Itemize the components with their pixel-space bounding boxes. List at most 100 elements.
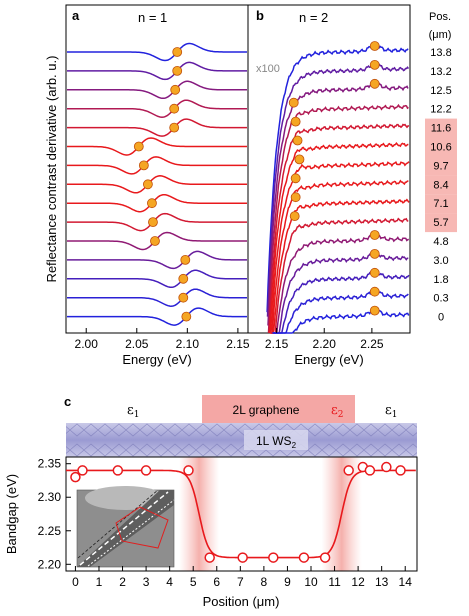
panel-b-peak-marker <box>290 116 301 127</box>
panel-b-peak-marker <box>290 192 301 203</box>
panel-a-markers <box>133 47 192 322</box>
panel-b-frame <box>247 4 411 334</box>
panel-b-curve <box>271 231 410 334</box>
panel-c: c 2L graphene ε2 ε1 ε1 1L WS2 <box>4 394 418 609</box>
pos-label: 0.3 <box>433 293 448 305</box>
panel-a-peak-marker <box>178 273 189 284</box>
panel-c-xtick-label: 10 <box>304 575 318 589</box>
panel-b-peak-marker <box>289 211 300 222</box>
pos-highlight-cell <box>425 156 457 176</box>
panel-b-peak-marker <box>369 267 380 278</box>
panel-c-ylabel: Bandgap (eV) <box>4 474 19 554</box>
panel-c-xtick-label: 12 <box>351 575 365 589</box>
panel-b-curve <box>270 179 409 334</box>
panel-b-label: b <box>256 8 264 23</box>
eps2-symbol: ε2 <box>331 403 343 420</box>
pos-label: 5.7 <box>433 217 448 229</box>
panel-b-curve <box>271 217 409 334</box>
panel-a-peak-marker <box>172 66 183 76</box>
panel-a-curve <box>67 80 247 100</box>
panel-c-y-axis: 2.20 2.25 2.30 2.35 <box>38 457 71 571</box>
ws2-lattice <box>66 423 417 457</box>
panel-a-peak-marker <box>169 122 180 133</box>
panel-a-peak-marker <box>150 236 160 246</box>
panel-a-label: a <box>72 8 80 23</box>
panel-c-ytick-label: 2.25 <box>38 524 62 538</box>
panel-c-xtick-label: 3 <box>143 575 150 589</box>
panel-a-curve <box>67 42 247 62</box>
panel-a-tick-label: 2.00 <box>75 337 99 351</box>
panel-c-xtick-label: 6 <box>213 575 220 589</box>
panel-a-peak-marker <box>180 254 191 265</box>
panel-b-tick-label: 2.15 <box>265 337 289 351</box>
graphene-layer <box>202 395 355 423</box>
pos-highlight-cell <box>425 137 457 157</box>
bandgap-point <box>112 465 124 476</box>
panel-a-peak-marker <box>138 160 149 171</box>
panel-b-peak-marker <box>294 154 305 165</box>
panel-a-peak-marker <box>170 84 181 95</box>
panel-b-title: n = 2 <box>299 10 328 25</box>
bandgap-point <box>319 552 331 563</box>
pos-highlight-cell <box>425 194 457 214</box>
panel-b-tick-label: 2.20 <box>313 337 337 351</box>
panel-b-peak-marker <box>292 135 303 146</box>
panel-b-curve <box>268 141 409 334</box>
panel-a-title: n = 1 <box>138 10 167 25</box>
panel-b-peak-marker <box>369 41 380 51</box>
bandgap-point <box>237 552 248 563</box>
panel-c-xtick-label: 14 <box>399 575 413 589</box>
pos-label: 13.2 <box>430 66 451 78</box>
bandgap-point <box>183 465 194 476</box>
panel-c-xtick-label: 8 <box>261 575 268 589</box>
panel-c-xtick-label: 13 <box>375 575 389 589</box>
panel-b-peak-marker <box>290 173 301 184</box>
panel-c-xtick-label: 9 <box>284 575 291 589</box>
panel-b-peak-marker <box>369 286 380 297</box>
pos-label: 10.6 <box>430 142 451 154</box>
panel-a-peak-marker <box>142 179 153 190</box>
panel-b-curve <box>268 123 410 334</box>
panel-a-tick-label: 2.15 <box>226 337 250 351</box>
panel-b-curve <box>272 269 410 334</box>
panel-c-xtick-label: 5 <box>190 575 197 589</box>
pos-highlight <box>425 118 457 233</box>
pos-highlight-cell <box>425 118 457 138</box>
pos-highlight-cell <box>425 213 457 233</box>
pos-label: 12.2 <box>430 104 451 116</box>
panel-b-curve <box>269 161 410 334</box>
bandgap-point <box>364 465 376 476</box>
panel-b-curves <box>266 42 410 334</box>
pos-unit: (μm) <box>429 29 452 41</box>
panel-b-curve <box>267 80 409 326</box>
bandgap-point <box>77 465 88 476</box>
panel-a-curve <box>67 99 247 118</box>
panel-b-scale-annotation: x100 <box>256 63 280 75</box>
panel-a-xlabel: Energy (eV) <box>122 352 191 367</box>
panel-a-curve <box>67 307 247 326</box>
panel-a-curve <box>67 118 247 137</box>
panel-c-xtick-label: 1 <box>96 575 103 589</box>
panel-c-xtick-label: 2 <box>119 575 126 589</box>
panel-a-curves <box>67 42 247 326</box>
panel-b-curve <box>266 42 409 313</box>
eps1-right-symbol: ε1 <box>385 403 397 420</box>
pos-label: 7.1 <box>433 198 448 210</box>
graphene-label: 2L graphene <box>233 403 300 417</box>
bandgap-point <box>298 552 310 563</box>
panel-a-curve <box>67 61 247 81</box>
panel-a: a n = 1 2.00 2.05 2.10 2.15 Energy (eV) Ref… <box>44 4 250 367</box>
panel-b-peak-marker <box>369 248 380 259</box>
inset-micrograph <box>76 486 175 568</box>
pos-label: 8.4 <box>433 179 448 191</box>
pos-label: 12.5 <box>430 85 451 97</box>
panel-c-label: c <box>64 394 71 409</box>
panel-a-peak-marker <box>181 311 192 322</box>
panel-b-curve <box>273 306 410 334</box>
panel-b: b n = 2 x100 2.15 2.20 2.25 Energy (eV) <box>247 4 411 367</box>
panel-a-ylabel: Reflectance contrast derivative (arb. u.… <box>44 56 59 283</box>
panel-a-peak-marker <box>169 103 180 114</box>
bandgap-point <box>343 465 354 476</box>
panel-a-x-axis: 2.00 2.05 2.10 2.15 <box>75 328 250 351</box>
